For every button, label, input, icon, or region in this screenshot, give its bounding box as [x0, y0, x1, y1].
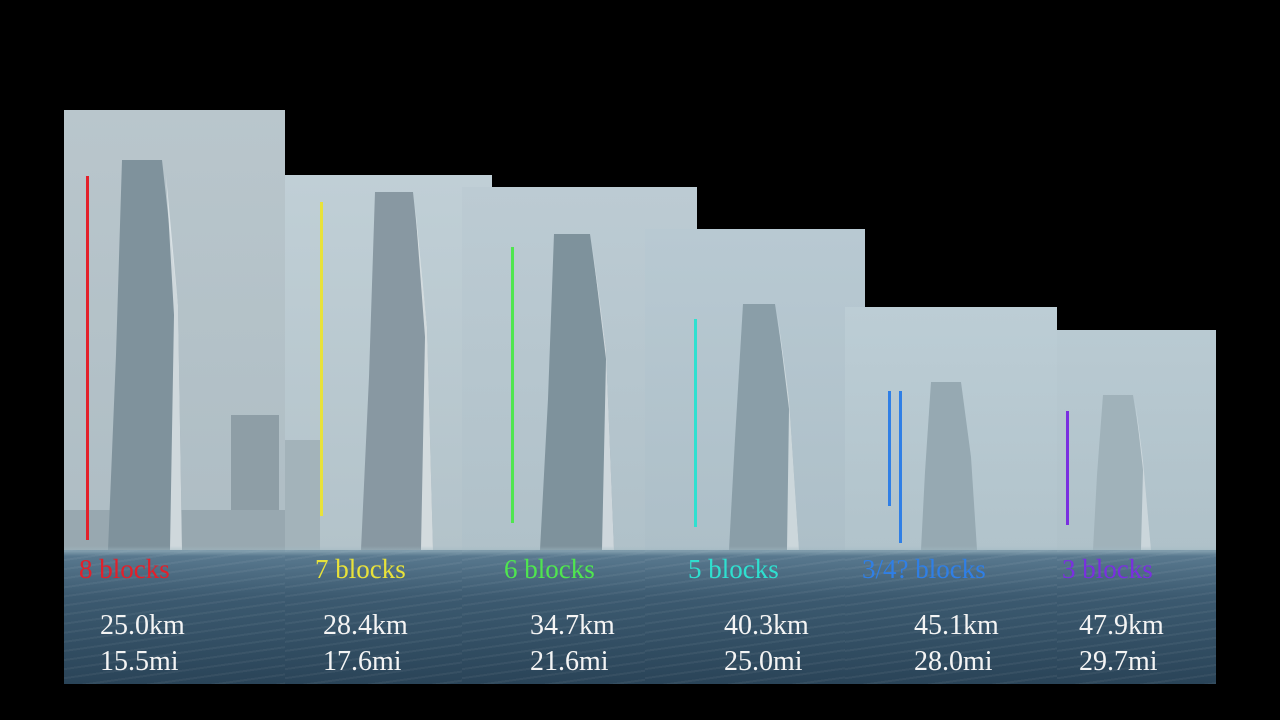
sea	[285, 550, 492, 684]
height-marker	[899, 391, 902, 543]
twisting-tower	[729, 304, 799, 550]
sea	[1057, 550, 1216, 684]
distance-mi: 29.7mi	[1079, 646, 1158, 677]
distance-mi: 28.0mi	[914, 646, 993, 677]
photo-panel-4: 5 blocks 40.3km 25.0mi	[645, 229, 865, 684]
city-building	[285, 440, 320, 550]
height-marker	[888, 391, 891, 506]
twisting-tower	[921, 382, 977, 550]
sea	[64, 550, 285, 684]
distance-km: 47.9km	[1079, 610, 1164, 641]
photo-panel-5: 3/4? blocks 45.1km 28.0mi	[845, 307, 1057, 684]
distance-km: 25.0km	[100, 610, 185, 641]
distance-km: 40.3km	[724, 610, 809, 641]
blocks-label: 5 blocks	[688, 554, 779, 584]
height-marker	[1066, 411, 1069, 525]
blocks-label: 7 blocks	[315, 554, 406, 584]
sea	[645, 550, 865, 684]
twisting-tower	[108, 160, 182, 550]
horizon	[462, 546, 697, 556]
horizon	[845, 546, 1057, 556]
height-marker	[86, 176, 89, 540]
photo-panel-2: 7 blocks 28.4km 17.6mi	[285, 175, 492, 684]
distance-mi: 21.6mi	[530, 646, 609, 677]
blocks-label: 3/4? blocks	[862, 554, 986, 584]
distance-km: 28.4km	[323, 610, 408, 641]
distance-mi: 17.6mi	[323, 646, 402, 677]
height-marker	[320, 202, 323, 516]
blocks-label: 8 blocks	[79, 554, 170, 584]
twisting-tower	[1093, 395, 1151, 550]
blocks-label: 6 blocks	[504, 554, 595, 584]
horizon	[285, 546, 492, 556]
blocks-label: 3 blocks	[1062, 554, 1153, 584]
photo-panel-1: 8 blocks 25.0km 15.5mi	[64, 110, 285, 684]
twisting-tower	[361, 192, 433, 550]
horizon	[645, 546, 865, 556]
photo-panel-6: 3 blocks 47.9km 29.7mi	[1057, 330, 1216, 684]
horizon	[64, 546, 285, 556]
distance-km: 34.7km	[530, 610, 615, 641]
horizon	[1057, 546, 1216, 556]
height-marker	[694, 319, 697, 527]
height-marker	[511, 247, 514, 523]
twisting-tower	[540, 234, 614, 550]
distance-km: 45.1km	[914, 610, 999, 641]
sea	[845, 550, 1057, 684]
distance-mi: 25.0mi	[724, 646, 803, 677]
distance-mi: 15.5mi	[100, 646, 179, 677]
